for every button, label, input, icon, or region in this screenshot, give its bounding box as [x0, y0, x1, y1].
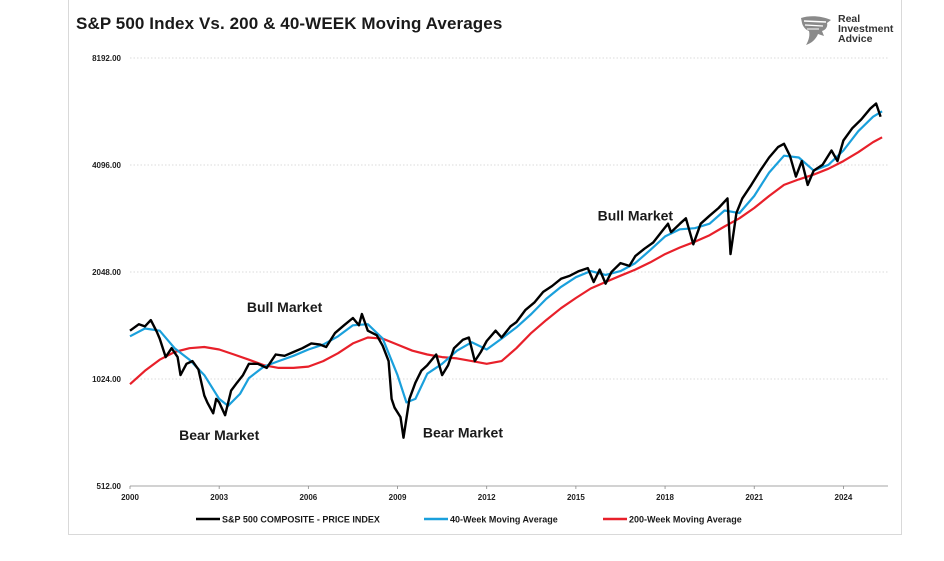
x-tick-label: 2003 [210, 493, 228, 502]
x-tick-label: 2018 [656, 493, 674, 502]
annotation-label: Bull Market [247, 299, 323, 315]
annotation-label: Bear Market [423, 425, 503, 441]
grid-lines [130, 57, 888, 380]
chart-frame [68, 0, 902, 535]
y-tick-label: 2048.00 [92, 268, 121, 277]
eagle-icon [801, 16, 831, 45]
series-group [129, 102, 883, 439]
legend-ma200-label: 200-Week Moving Average [629, 515, 742, 525]
y-tick-label: 8192.00 [92, 54, 121, 63]
y-tick-label: 4096.00 [92, 161, 121, 170]
ma40-line [129, 110, 883, 407]
logo-line-3: Advice [838, 33, 873, 45]
annotation-label: Bull Market [598, 207, 674, 223]
logo-line-2: Investment [838, 23, 894, 35]
y-tick-label: 1024.00 [92, 375, 121, 384]
logo-line-1: Real [838, 13, 861, 25]
chart-title: S&P 500 Index Vs. 200 & 40-WEEK Moving A… [76, 14, 503, 33]
brand-logo: Real Investment Advice [798, 14, 908, 48]
legend: S&P 500 COMPOSITE - PRICE INDEX 40-Week M… [196, 515, 742, 525]
ma200-line [129, 136, 883, 386]
annotation-label: Bear Market [179, 427, 259, 443]
logo-text: Real Investment Advice [838, 13, 894, 45]
legend-ma40-label: 40-Week Moving Average [450, 515, 558, 525]
x-tick-label: 2012 [478, 493, 496, 502]
x-tick-label: 2021 [745, 493, 763, 502]
x-tick-label: 2000 [121, 493, 139, 502]
x-tick-label: 2015 [567, 493, 585, 502]
x-tick-label: 2024 [835, 493, 853, 502]
sp500-price-line [129, 102, 882, 439]
x-tick-label: 2006 [299, 493, 317, 502]
x-axis-ticks: 2000 2003 2006 2009 2012 2015 2018 2021 2024 [121, 486, 853, 502]
y-axis-ticks: 8192.00 4096.00 2048.00 1024.00 512.00 [92, 54, 121, 491]
y-tick-label: 512.00 [97, 482, 122, 491]
annotations: Bull Market Bear Market Bear Market Bull Ma… [179, 207, 673, 442]
x-tick-label: 2009 [389, 493, 407, 502]
legend-sp500-label: S&P 500 COMPOSITE - PRICE INDEX [222, 515, 380, 525]
